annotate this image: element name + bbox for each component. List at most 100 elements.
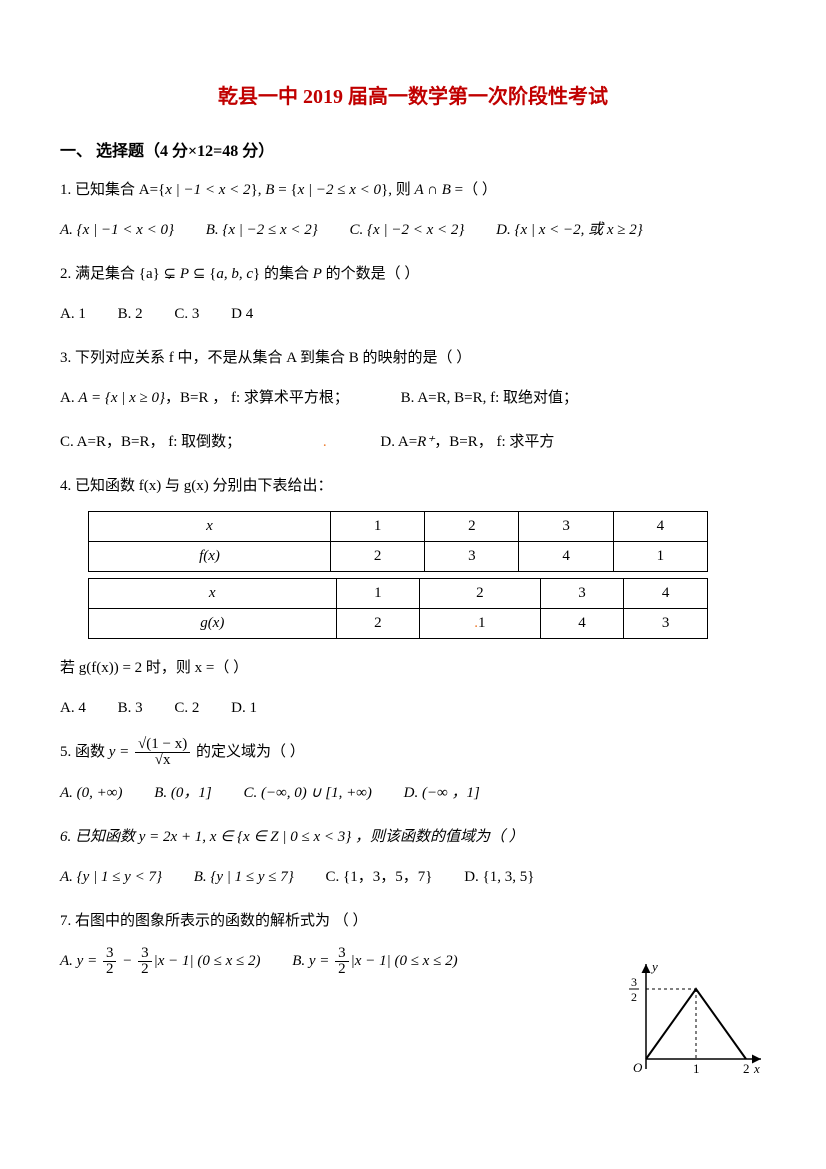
q5-den: √x	[135, 753, 190, 768]
t2-r2-0: 2	[336, 609, 420, 639]
q2-mid: ⊆ {	[189, 266, 216, 282]
question-3: 3. 下列对应关系 f 中，不是从集合 A 到集合 B 的映射的是（ ）	[60, 343, 766, 373]
q4-options: A. 4 B. 3 C. 2 D. 1	[60, 693, 766, 723]
q7-opt-b: B. y = 32|x − 1| (0 ≤ x ≤ 2)	[292, 946, 457, 977]
q1-options: A. {x | −1 < x < 0} B. {x | −2 ≤ x < 2} …	[60, 215, 766, 245]
q6-opt-d: D. {1, 3, 5}	[464, 862, 534, 892]
q7a-f1d: 2	[103, 962, 117, 977]
t2-lab: g(x)	[89, 609, 337, 639]
q7b-fn: 3	[335, 946, 349, 962]
q2-opt-d: D 4	[231, 299, 253, 329]
q7-options: A. y = 32 − 32|x − 1| (0 ≤ x ≤ 2) B. y =…	[60, 946, 600, 977]
t1-r2-0: 2	[331, 542, 425, 572]
q5-num: √(1 − x)	[135, 737, 190, 753]
peak-d: 2	[631, 990, 637, 1004]
t1-r1-3: 4	[613, 512, 707, 542]
q3-options-row1: A. A = {x | x ≥ 0}，B=R ， f: 求算术平方根； B. A…	[60, 383, 766, 413]
q2-p1: P	[180, 266, 189, 282]
t1-r1-2: 3	[519, 512, 613, 542]
q7a-f1n: 3	[103, 946, 117, 962]
t2-r1-1: 2	[420, 579, 541, 609]
q6-options: A. {y | 1 ≤ y < 7} B. {y | 1 ≤ y ≤ 7} C.…	[60, 862, 766, 892]
t2-r2-1: .1	[420, 609, 541, 639]
graph-line	[646, 989, 746, 1059]
question-1: 1. 已知集合 A={x | −1 < x < 2}, B = {x | −2 …	[60, 175, 766, 205]
question-5: 5. 函数 y = √(1 − x)√x 的定义域为（ ）	[60, 737, 766, 768]
q7b-post: |x − 1| (0 ≤ x ≤ 2)	[351, 953, 458, 969]
q2-options: A. 1 B. 2 C. 3 D 4	[60, 299, 766, 329]
q4-opt-a: A. 4	[60, 693, 86, 723]
q2-opt-a: A. 1	[60, 299, 86, 329]
q2-set: a, b, c	[216, 266, 253, 282]
t2-r1-0: 1	[336, 579, 420, 609]
x2-label: 2	[743, 1061, 750, 1076]
spacer-dot-icon: .	[323, 434, 327, 450]
q2-pre: 2. 满足集合 {a} ⊊	[60, 266, 180, 282]
q7a-f2n: 3	[138, 946, 152, 962]
t2-r2-3: 3	[624, 609, 708, 639]
t2-r1-3: 4	[624, 579, 708, 609]
question-7: 7. 右图中的图象所表示的函数的解析式为 （ ）	[60, 906, 600, 936]
q5-options: A. (0, +∞) B. (0，1] C. (−∞, 0) ∪ [1, +∞)…	[60, 778, 766, 808]
y-label: y	[650, 959, 658, 974]
q6-opt-c: C. {1，3，5，7}	[326, 862, 433, 892]
x1-label: 1	[693, 1061, 700, 1076]
q4-sub: 若 g(f(x)) = 2 时，则 x =（ ）	[60, 653, 766, 683]
t1-lab: f(x)	[89, 542, 331, 572]
q2-t1: } 的集合	[253, 266, 313, 282]
q7a-f1: 32	[103, 946, 117, 977]
q4-opt-d: D. 1	[231, 693, 257, 723]
q4-tables: x1234 f(x)2341 x1234 g(x)2.143	[88, 511, 766, 639]
q3-opt-d: D. A=R⁺，B=R， f: 求平方	[380, 427, 554, 457]
q7-opt-a: A. y = 32 − 32|x − 1| (0 ≤ x ≤ 2)	[60, 946, 260, 977]
q5-opt-a: A. (0, +∞)	[60, 778, 122, 808]
q1-opt-c: C. {x | −2 < x < 2}	[350, 215, 465, 245]
q1-setb: x | −2 ≤ x < 0	[298, 182, 381, 198]
q5-opt-d: D. (−∞ ，1]	[404, 778, 480, 808]
q1-m1: },	[251, 182, 266, 198]
section-1-header: 一、 选择题（4 分×12=48 分）	[60, 137, 766, 161]
q7a-f2: 32	[138, 946, 152, 977]
question-4: 4. 已知函数 f(x) 与 g(x) 分别由下表给出：	[60, 471, 766, 501]
q6-opt-a: A. {y | 1 ≤ y < 7}	[60, 862, 162, 892]
origin-label: O	[633, 1060, 643, 1075]
q4-opt-b: B. 3	[118, 693, 143, 723]
q1-pre: 1. 已知集合 A={	[60, 182, 165, 198]
q1-opt-b: B. {x | −2 ≤ x < 2}	[206, 215, 318, 245]
question-6: 6. 已知函数 y = 2x + 1, x ∈ {x ∈ Z | 0 ≤ x <…	[60, 822, 766, 852]
q1-opt-d: D. {x | x < −2, 或 x ≥ 2}	[496, 215, 643, 245]
q2-opt-c: C. 3	[174, 299, 199, 329]
q1-expr: A ∩ B	[414, 182, 450, 198]
q5-opt-b: B. (0，1]	[154, 778, 212, 808]
q4-opt-c: C. 2	[174, 693, 199, 723]
q1-opt-a: A. {x | −1 < x < 0}	[60, 215, 174, 245]
t2-r2-2: 4	[540, 609, 624, 639]
exam-title: 乾县一中 2019 届高一数学第一次阶段性考试	[60, 80, 766, 109]
t1-r2-1: 3	[425, 542, 519, 572]
q5-post: 的定义域为（ ）	[192, 744, 305, 760]
q1-m3: }, 则	[381, 182, 414, 198]
q2-opt-b: B. 2	[118, 299, 143, 329]
peak-n: 3	[631, 975, 637, 989]
t2-r1-2: 3	[540, 579, 624, 609]
q1-seta: x | −1 < x < 2	[165, 182, 250, 198]
question-2: 2. 满足集合 {a} ⊊ P ⊆ {a, b, c} 的集合 P 的个数是（ …	[60, 259, 766, 289]
q3a-pre: A.	[60, 390, 78, 406]
graph-svg: x y O 1 2 3 2	[626, 959, 766, 1089]
q5-opt-c: C. (−∞, 0) ∪ [1, +∞)	[243, 778, 371, 808]
q4-table-f: x1234 f(x)2341	[88, 511, 708, 572]
q1-tail: =（ ）	[451, 182, 497, 198]
q7a-post: |x − 1| (0 ≤ x ≤ 2)	[154, 953, 261, 969]
t1-r2-2: 4	[519, 542, 613, 572]
q6-opt-b: B. {y | 1 ≤ y ≤ 7}	[194, 862, 294, 892]
q1-m2: = {	[274, 182, 297, 198]
q7-graph: x y O 1 2 3 2	[626, 959, 766, 1089]
q7a-mid: −	[118, 953, 136, 969]
q7a-f2d: 2	[138, 962, 152, 977]
q5-yeq: y =	[109, 744, 133, 760]
q3-opt-a: A. A = {x | x ≥ 0}，B=R ， f: 求算术平方根；	[60, 383, 349, 413]
q4-table-g: x1234 g(x)2.143	[88, 578, 708, 639]
t1-r2-3: 1	[613, 542, 707, 572]
q7b-fd: 2	[335, 962, 349, 977]
t1-r1-1: 2	[425, 512, 519, 542]
